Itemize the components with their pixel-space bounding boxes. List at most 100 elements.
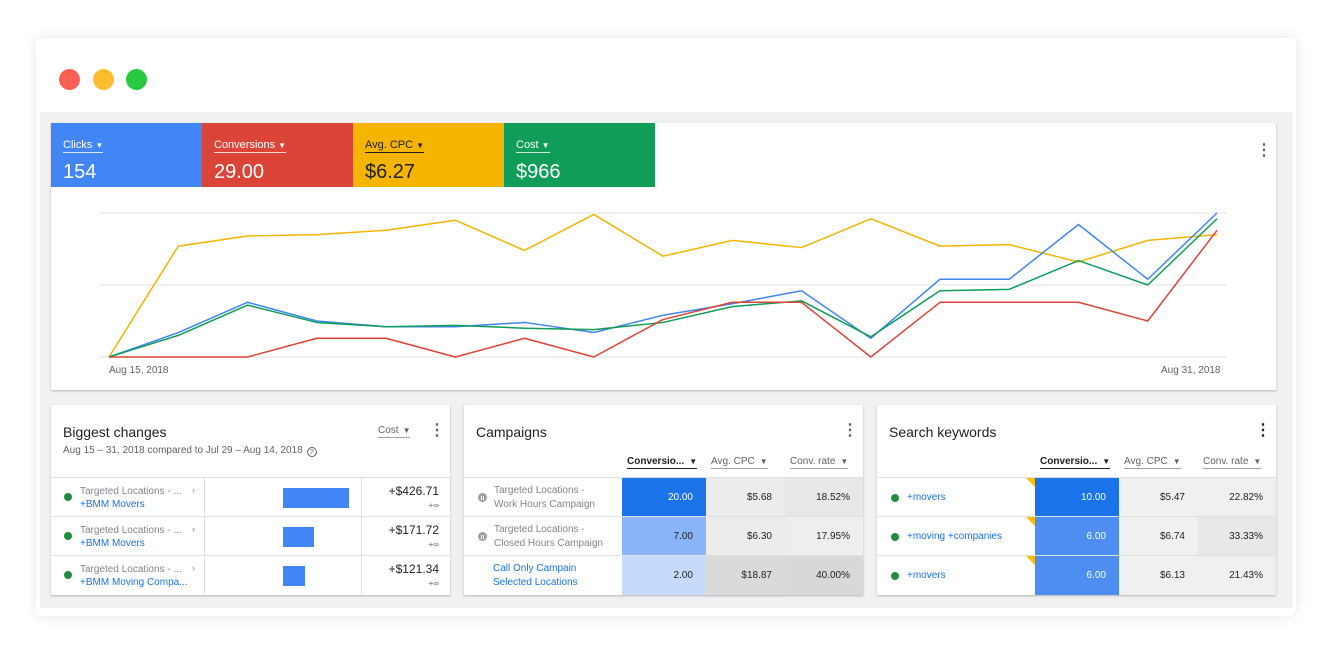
- more-vert-icon[interactable]: ⋮: [429, 422, 445, 439]
- more-vert-icon[interactable]: ⋮: [1256, 142, 1272, 159]
- performance-line-chart: [99, 212, 1227, 358]
- change-row[interactable]: Targeted Locations - ... +BMM Movers › +…: [51, 516, 450, 555]
- maximize-window-button[interactable]: [126, 69, 147, 90]
- dashboard-content: Clicks ▼ 154 Conversions ▼ 29.00 Avg. CPC ▼…: [40, 112, 1292, 608]
- metric-tile-avg-cpc[interactable]: Avg. CPC ▼ $6.27: [353, 123, 504, 187]
- conv-rate-cell: 33.33%: [1198, 517, 1276, 556]
- column-header-conv-rate[interactable]: Conv. rate ▼: [790, 456, 849, 469]
- caret-down-icon: ▼: [759, 457, 768, 466]
- change-value: +$171.72: [388, 523, 439, 537]
- campaign-name: Targeted Locations - ...: [80, 486, 182, 497]
- caret-down-icon: ▼: [840, 457, 849, 466]
- ad-group-link[interactable]: +BMM Movers: [80, 538, 145, 549]
- change-bar: [283, 488, 349, 508]
- header-label: Conversio...: [627, 456, 685, 467]
- change-percent: +∞: [428, 579, 439, 588]
- metric-selector-clicks[interactable]: Clicks ▼: [63, 139, 104, 153]
- header-label: Avg. CPC: [711, 456, 755, 467]
- table-row[interactable]: Targeted Locations - Closed Hours Campaig…: [464, 516, 863, 556]
- metric-label: Avg. CPC: [365, 139, 414, 151]
- divider: [361, 517, 362, 555]
- keyword-link[interactable]: +moving +companies: [907, 531, 1003, 542]
- change-percent: +∞: [428, 540, 439, 549]
- dropdown-label: Cost: [378, 425, 399, 436]
- column-header-conv-rate[interactable]: Conv. rate ▼: [1203, 456, 1262, 469]
- caret-down-icon: ▼: [689, 457, 698, 466]
- table-row[interactable]: +movers 10.00 $5.47 22.82%: [877, 477, 1276, 517]
- campaign-name-line1: Targeted Locations -: [494, 484, 585, 496]
- table-row[interactable]: +moving +companies 6.00 $6.74 33.33%: [877, 516, 1276, 556]
- conversions-cell: 6.00: [1035, 556, 1119, 595]
- metric-tile-cost[interactable]: Cost ▼ $966: [504, 123, 655, 187]
- header-label: Conv. rate: [1203, 456, 1249, 467]
- metric-dropdown[interactable]: Cost ▼: [378, 425, 411, 438]
- notification-corner-icon: [1026, 556, 1035, 565]
- comparison-subtitle: Aug 15 – 31, 2018 compared to Jul 29 – A…: [63, 445, 317, 457]
- help-icon[interactable]: ?: [306, 447, 317, 457]
- metric-label: Conversions: [214, 139, 276, 151]
- metric-tile-clicks[interactable]: Clicks ▼ 154: [51, 123, 202, 187]
- column-header-conversions[interactable]: Conversio... ▼: [627, 456, 698, 469]
- change-value: +$426.71: [388, 484, 439, 498]
- campaign-name-cell: Call Only Campain Selected Locations: [464, 556, 622, 595]
- keyword-cell: +movers: [877, 478, 1035, 517]
- campaign-name: Targeted Locations - ...: [80, 564, 182, 575]
- biggest-changes-card: Biggest changes Aug 15 – 31, 2018 compar…: [51, 405, 450, 595]
- chevron-right-icon: ›: [192, 524, 195, 534]
- series-line-avg-cpc: [108, 213, 1218, 358]
- conv-rate-cell: 22.82%: [1198, 478, 1276, 517]
- comparison-text: Aug 15 – 31, 2018 compared to Jul 29 – A…: [63, 445, 303, 456]
- metric-value: 154: [63, 161, 97, 183]
- column-header-avg-cpc[interactable]: Avg. CPC ▼: [1124, 456, 1181, 469]
- table-row[interactable]: Call Only Campain Selected Locations 2.00…: [464, 555, 863, 595]
- conversions-cell: 7.00: [622, 517, 706, 556]
- metric-selector-avg-cpc[interactable]: Avg. CPC ▼: [365, 139, 425, 153]
- column-header-avg-cpc[interactable]: Avg. CPC ▼: [711, 456, 768, 469]
- keyword-cell: +moving +companies: [877, 517, 1035, 556]
- metric-value: $6.27: [365, 161, 416, 183]
- metric-label: Clicks: [63, 139, 93, 151]
- metric-value: $966: [516, 161, 561, 183]
- caret-down-icon: ▼: [278, 141, 287, 150]
- campaign-name-line1[interactable]: Call Only Campain: [493, 562, 577, 574]
- metric-selector-cost[interactable]: Cost ▼: [516, 139, 550, 153]
- column-header-conversions[interactable]: Conversio... ▼: [1040, 456, 1111, 469]
- conversions-cell: 10.00: [1035, 478, 1119, 517]
- caret-down-icon: ▼: [1172, 457, 1181, 466]
- ad-group-link[interactable]: +BMM Moving Compa...: [80, 577, 188, 588]
- change-row[interactable]: Targeted Locations - ... +BMM Moving Com…: [51, 555, 450, 594]
- metric-value: 29.00: [214, 161, 265, 183]
- campaign-name-line2[interactable]: Selected Locations: [493, 576, 578, 588]
- enabled-status-icon: [891, 493, 899, 502]
- change-row[interactable]: Targeted Locations - ... +BMM Movers › +…: [51, 477, 450, 516]
- close-window-button[interactable]: [59, 69, 80, 90]
- enabled-status-icon: [64, 493, 72, 501]
- campaign-name-line2: Work Hours Campaign: [494, 498, 595, 510]
- keyword-link[interactable]: +movers: [907, 492, 946, 503]
- paused-status-icon: [478, 493, 487, 502]
- series-line-clicks: [108, 212, 1218, 358]
- ad-group-link[interactable]: +BMM Movers: [80, 499, 145, 510]
- avg-cpc-cell: $6.30: [706, 517, 785, 556]
- conv-rate-cell: 21.43%: [1198, 556, 1276, 595]
- caret-down-icon: ▼: [1253, 457, 1262, 466]
- more-vert-icon[interactable]: ⋮: [842, 422, 858, 439]
- keyword-link[interactable]: +movers: [907, 570, 946, 581]
- table-row[interactable]: Targeted Locations - Work Hours Campaign …: [464, 477, 863, 517]
- header-label: Conv. rate: [790, 456, 836, 467]
- table-row[interactable]: +movers 6.00 $6.13 21.43%: [877, 555, 1276, 595]
- chevron-right-icon: ›: [192, 563, 195, 573]
- caret-down-icon: ▼: [541, 141, 550, 150]
- paused-status-icon: [478, 532, 487, 541]
- browser-window: Clicks ▼ 154 Conversions ▼ 29.00 Avg. CPC ▼…: [36, 38, 1296, 616]
- notification-corner-icon: [1026, 517, 1035, 526]
- caret-down-icon: ▼: [1102, 457, 1111, 466]
- search-keywords-card: Search keywords ⋮ Conversio... ▼ Avg. CPC…: [877, 405, 1276, 595]
- metric-selector-conversions[interactable]: Conversions ▼: [214, 139, 287, 153]
- more-vert-icon[interactable]: ⋮: [1255, 422, 1271, 439]
- divider: [204, 517, 205, 555]
- metric-tile-conversions[interactable]: Conversions ▼ 29.00: [202, 123, 353, 187]
- caret-down-icon: ▼: [402, 426, 411, 435]
- campaign-name: Targeted Locations - ...: [80, 525, 182, 536]
- minimize-window-button[interactable]: [93, 69, 114, 90]
